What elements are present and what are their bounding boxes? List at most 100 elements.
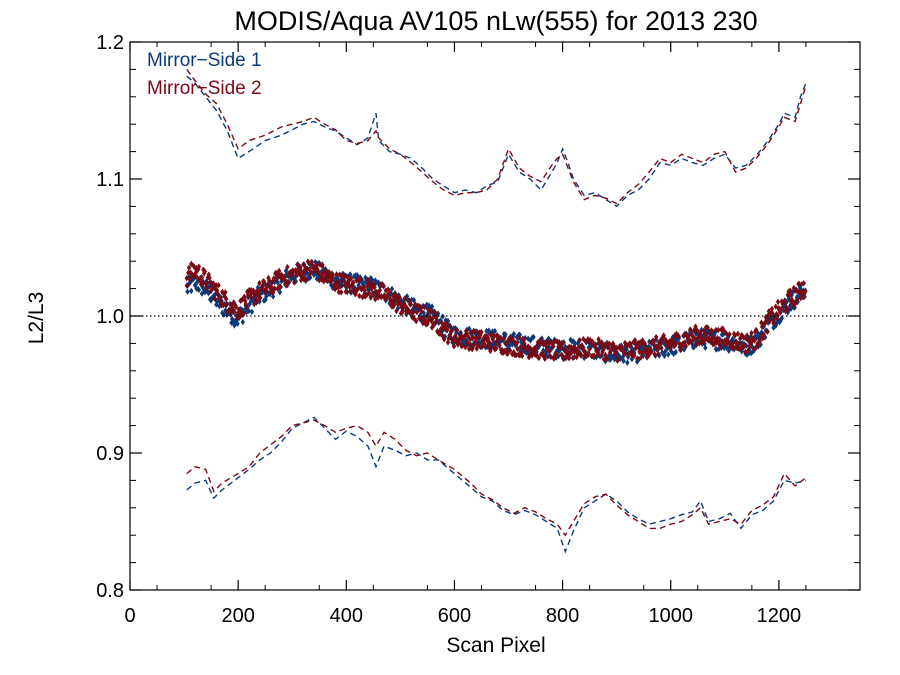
series-2-point [479, 328, 484, 336]
series-2-point [644, 354, 650, 361]
series-2-point [622, 339, 628, 347]
series-1-point [411, 296, 417, 304]
series-2-point [709, 334, 715, 342]
series-2-point [274, 275, 280, 282]
series-2-point [798, 295, 803, 302]
series-1-point [246, 307, 252, 315]
series-2-point [362, 287, 367, 294]
series-2-point [651, 338, 657, 345]
series-2-point [357, 292, 362, 300]
legend-series-2: Mirror−Side 2 [147, 78, 262, 99]
legend-series-1: Mirror−Side 1 [147, 50, 262, 71]
series-2-point [783, 308, 788, 315]
series-2-point [800, 294, 806, 301]
plot-series [184, 68, 808, 554]
series-2-point [431, 321, 436, 328]
series-2-point [747, 343, 752, 350]
series-1-point [511, 330, 517, 338]
series-1-point [545, 353, 551, 360]
y-tick-label: 0.9 [96, 443, 124, 465]
series-2-point [745, 348, 750, 355]
series-2-point [738, 346, 744, 353]
series-2-point [541, 341, 546, 348]
series-2-point [519, 349, 524, 356]
series-2-point [453, 332, 458, 340]
series-2-point [200, 277, 205, 285]
series-1-point [519, 338, 524, 346]
series-1-point [779, 315, 785, 322]
series-2-point [744, 332, 750, 339]
series-2-point [223, 295, 229, 303]
series-2-point [632, 337, 638, 344]
series-2-point [716, 337, 722, 344]
series-2-point [392, 301, 397, 309]
series-1-point [541, 347, 546, 354]
series-2-point [697, 340, 702, 347]
series-2-point [759, 323, 765, 330]
series-2-point [336, 288, 342, 296]
series-2-point [593, 341, 598, 348]
series-2-point [402, 295, 408, 302]
series-2-point [397, 294, 402, 301]
series-2-point [530, 350, 535, 358]
series-1-point [628, 343, 634, 351]
series-2-point [734, 340, 739, 347]
series-2-point [518, 343, 523, 351]
series-2-point [722, 338, 727, 345]
series-2-point [507, 347, 513, 354]
series-2-point [335, 278, 340, 286]
series-2-point [236, 306, 242, 313]
series-2-point [482, 341, 488, 349]
series-2-point [760, 335, 766, 342]
series-2-point [434, 318, 439, 326]
series-1-point [703, 344, 708, 351]
series-2-point [212, 295, 217, 302]
series-2-point [487, 339, 492, 346]
series-2-point [642, 340, 647, 347]
series-2-point [468, 341, 473, 348]
series-2-point [741, 344, 746, 351]
series-2-point [803, 288, 808, 295]
series-2-point [622, 350, 627, 358]
series-1-point [603, 358, 608, 365]
series-2-point [727, 331, 732, 338]
series-2-point [216, 282, 221, 289]
series-1-point [435, 310, 441, 317]
series-2-point [510, 336, 516, 344]
series-2-point [343, 288, 348, 295]
series-2-point [543, 341, 548, 349]
series-2-point [594, 346, 600, 354]
series-2-point [258, 294, 263, 302]
series-2-point [767, 318, 772, 325]
series-2-point [682, 339, 688, 346]
series-2-point [251, 287, 256, 294]
series-2-point [560, 339, 566, 347]
series-1-point [582, 354, 587, 362]
series-1-point [621, 357, 626, 365]
series-2-point [394, 307, 399, 315]
series-2-point [476, 341, 481, 349]
series-1-point [492, 327, 498, 335]
series-2-point [419, 308, 424, 315]
series-1-point [785, 309, 791, 316]
series-2-point [526, 343, 531, 350]
series-2-point [716, 326, 721, 334]
y-tick-label: 0.8 [96, 580, 124, 602]
series-2-point [244, 303, 249, 310]
series-1-point [531, 333, 536, 341]
series-1-point [563, 343, 568, 351]
series-2-point [782, 298, 788, 305]
series-1-point [759, 329, 765, 337]
series-2-point [691, 336, 696, 344]
x-tick-label: 1200 [757, 605, 802, 627]
series-2-point [606, 344, 611, 351]
series-1-point [240, 318, 245, 326]
series-2-point [580, 345, 585, 353]
series-2-point [485, 333, 490, 340]
series-2-point [214, 282, 219, 289]
series-2-point [491, 333, 497, 340]
y-tick-label: 1.0 [96, 306, 124, 328]
series-2-point [348, 275, 354, 282]
series-2-point [342, 272, 347, 280]
series-2-point [648, 348, 654, 356]
